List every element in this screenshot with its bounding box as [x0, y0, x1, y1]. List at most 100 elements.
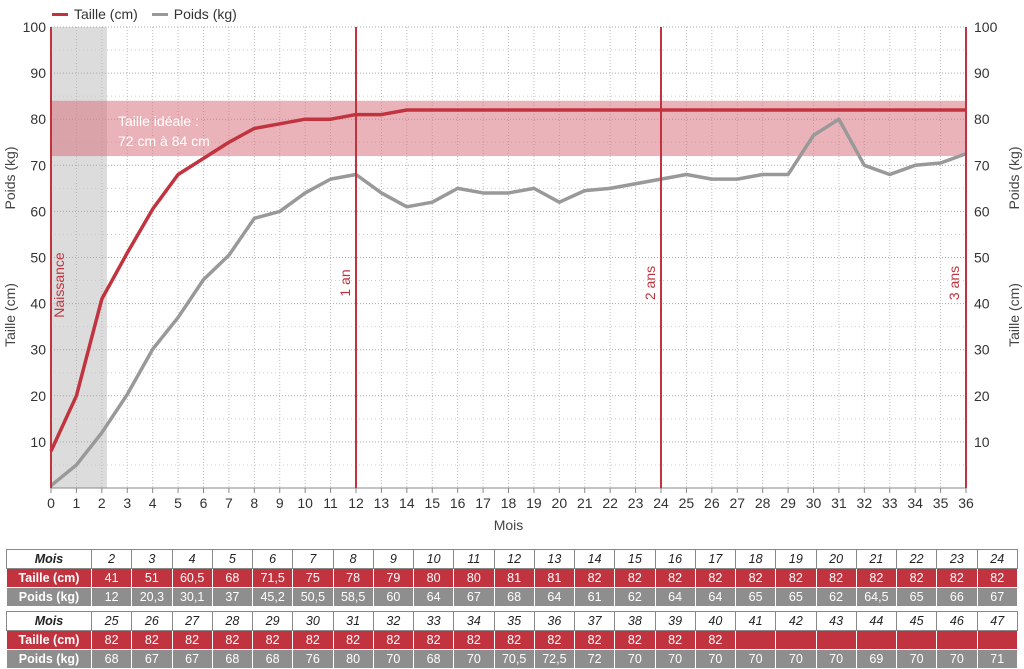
- series-poids-line: [49, 117, 967, 488]
- table-cell: 38: [614, 611, 656, 631]
- y-tick-label-left: 80: [30, 111, 46, 127]
- table-cell: 82: [614, 630, 656, 650]
- x-tick-label: 5: [174, 495, 182, 511]
- table-cell: 30,1: [171, 587, 213, 607]
- table-cell: 6: [251, 549, 294, 569]
- table-cell: 51: [131, 568, 173, 588]
- table-cell: 82: [171, 630, 213, 650]
- x-tick-label: 16: [450, 495, 466, 511]
- table-cell: 13: [533, 549, 576, 569]
- table-cell: 60: [372, 587, 415, 607]
- table-cell: 67: [453, 587, 495, 607]
- table-cell: 10: [412, 549, 455, 569]
- table-cell: 37: [211, 587, 254, 607]
- row-poids-header: Poids (kg): [6, 587, 92, 607]
- table-cell: 34: [453, 611, 495, 631]
- table-cell: 17: [694, 549, 737, 569]
- y-tick-label-left: 20: [30, 388, 46, 404]
- table-cell: 42: [775, 611, 817, 631]
- table-cell: 47: [976, 611, 1018, 631]
- y-tick-label-left: 40: [30, 296, 46, 312]
- table-cell: 36: [533, 611, 576, 631]
- x-tick-label: 22: [602, 495, 618, 511]
- table-cell: 81: [533, 568, 576, 588]
- table-cell: 3: [131, 549, 173, 569]
- milestone-label: 2 ans: [642, 266, 658, 300]
- row-poids-header: Poids (kg): [6, 649, 92, 669]
- table-cell: 8: [332, 549, 374, 569]
- table-cell: 30: [292, 611, 334, 631]
- table-cell: 70: [694, 649, 737, 669]
- table-cell: 2: [90, 549, 133, 569]
- table-cell: 12: [90, 587, 133, 607]
- table-cell: 66: [936, 587, 978, 607]
- table-cell: 41: [90, 568, 133, 588]
- table-cell: 5: [211, 549, 254, 569]
- table-cell: 82: [815, 568, 857, 588]
- table-cell: 64: [654, 587, 696, 607]
- x-tick-label: 7: [225, 495, 233, 511]
- table-cell: 61: [573, 587, 616, 607]
- table-cell: 46: [936, 611, 978, 631]
- band-label-line2: 72 cm à 84 cm: [118, 133, 210, 149]
- table-cell: 20,3: [131, 587, 173, 607]
- table-cell: 82: [251, 630, 294, 650]
- table-cell: 65: [895, 587, 938, 607]
- table-cell: 29: [251, 611, 294, 631]
- table-cell: 26: [131, 611, 173, 631]
- table-cell: 76: [292, 649, 334, 669]
- table-cell: 80: [332, 649, 374, 669]
- x-tick-label: 3: [123, 495, 131, 511]
- table-cell: 71,5: [251, 568, 294, 588]
- table-cell: 68: [211, 568, 254, 588]
- table-cell: 67: [131, 649, 173, 669]
- x-tick-label: 26: [704, 495, 720, 511]
- table-cell: 70,5: [493, 649, 535, 669]
- table-cell: 82: [734, 568, 777, 588]
- table-cell: 81: [493, 568, 535, 588]
- table-cell: 68: [493, 587, 535, 607]
- x-tick-label: 9: [276, 495, 284, 511]
- y-tick-label-left: 60: [30, 203, 46, 219]
- table-cell: 24: [976, 549, 1018, 569]
- table-cell: 68: [90, 649, 133, 669]
- table-cell: 69: [855, 649, 898, 669]
- table-cell: 82: [694, 568, 737, 588]
- x-tick-label: 17: [475, 495, 491, 511]
- table-cell: 25: [90, 611, 133, 631]
- table-cell: [815, 630, 857, 650]
- x-tick-label: 28: [755, 495, 771, 511]
- table-cell: 19: [775, 549, 817, 569]
- legend-label-poids: Poids (kg): [173, 6, 237, 22]
- y-tick-label-right: 30: [974, 342, 990, 358]
- legend-item-poids: Poids (kg): [151, 6, 237, 22]
- y-axis-title-right-poids: Poids (kg): [1006, 146, 1022, 209]
- table-cell: 80: [453, 568, 495, 588]
- table-cell: 11: [453, 549, 495, 569]
- table-cell: 82: [976, 568, 1018, 588]
- table-cell: 14: [573, 549, 616, 569]
- milestone-label: Naissance: [51, 252, 67, 318]
- y-tick-label-right: 70: [974, 157, 990, 173]
- table-cell: 82: [372, 630, 415, 650]
- band-label-line1: Taille idéale :: [118, 113, 199, 129]
- x-tick-label: 11: [323, 495, 338, 511]
- table-cell: 65: [775, 587, 817, 607]
- milestone-label: 1 an: [337, 269, 353, 296]
- table-cell: 82: [573, 568, 616, 588]
- table-cell: 32: [372, 611, 415, 631]
- table-cell: 39: [654, 611, 696, 631]
- y-tick-label-right: 40: [974, 296, 990, 312]
- table-cell: 7: [292, 549, 334, 569]
- x-tick-label: 32: [857, 495, 873, 511]
- table-cell: 21: [855, 549, 898, 569]
- table-cell: 68: [412, 649, 455, 669]
- table-cell: 82: [493, 630, 535, 650]
- table-cell: 37: [573, 611, 616, 631]
- table-cell: 82: [573, 630, 616, 650]
- row-mois: Mois 2 3 4 5 6 7 8 9 10 11 12 13 14 15 16 17 18 19 20 21 22 23…: [6, 549, 1018, 569]
- table-cell: 82: [131, 630, 173, 650]
- table-cell: 68: [251, 649, 294, 669]
- table-cell: 64: [533, 587, 576, 607]
- table-cell: 44: [855, 611, 898, 631]
